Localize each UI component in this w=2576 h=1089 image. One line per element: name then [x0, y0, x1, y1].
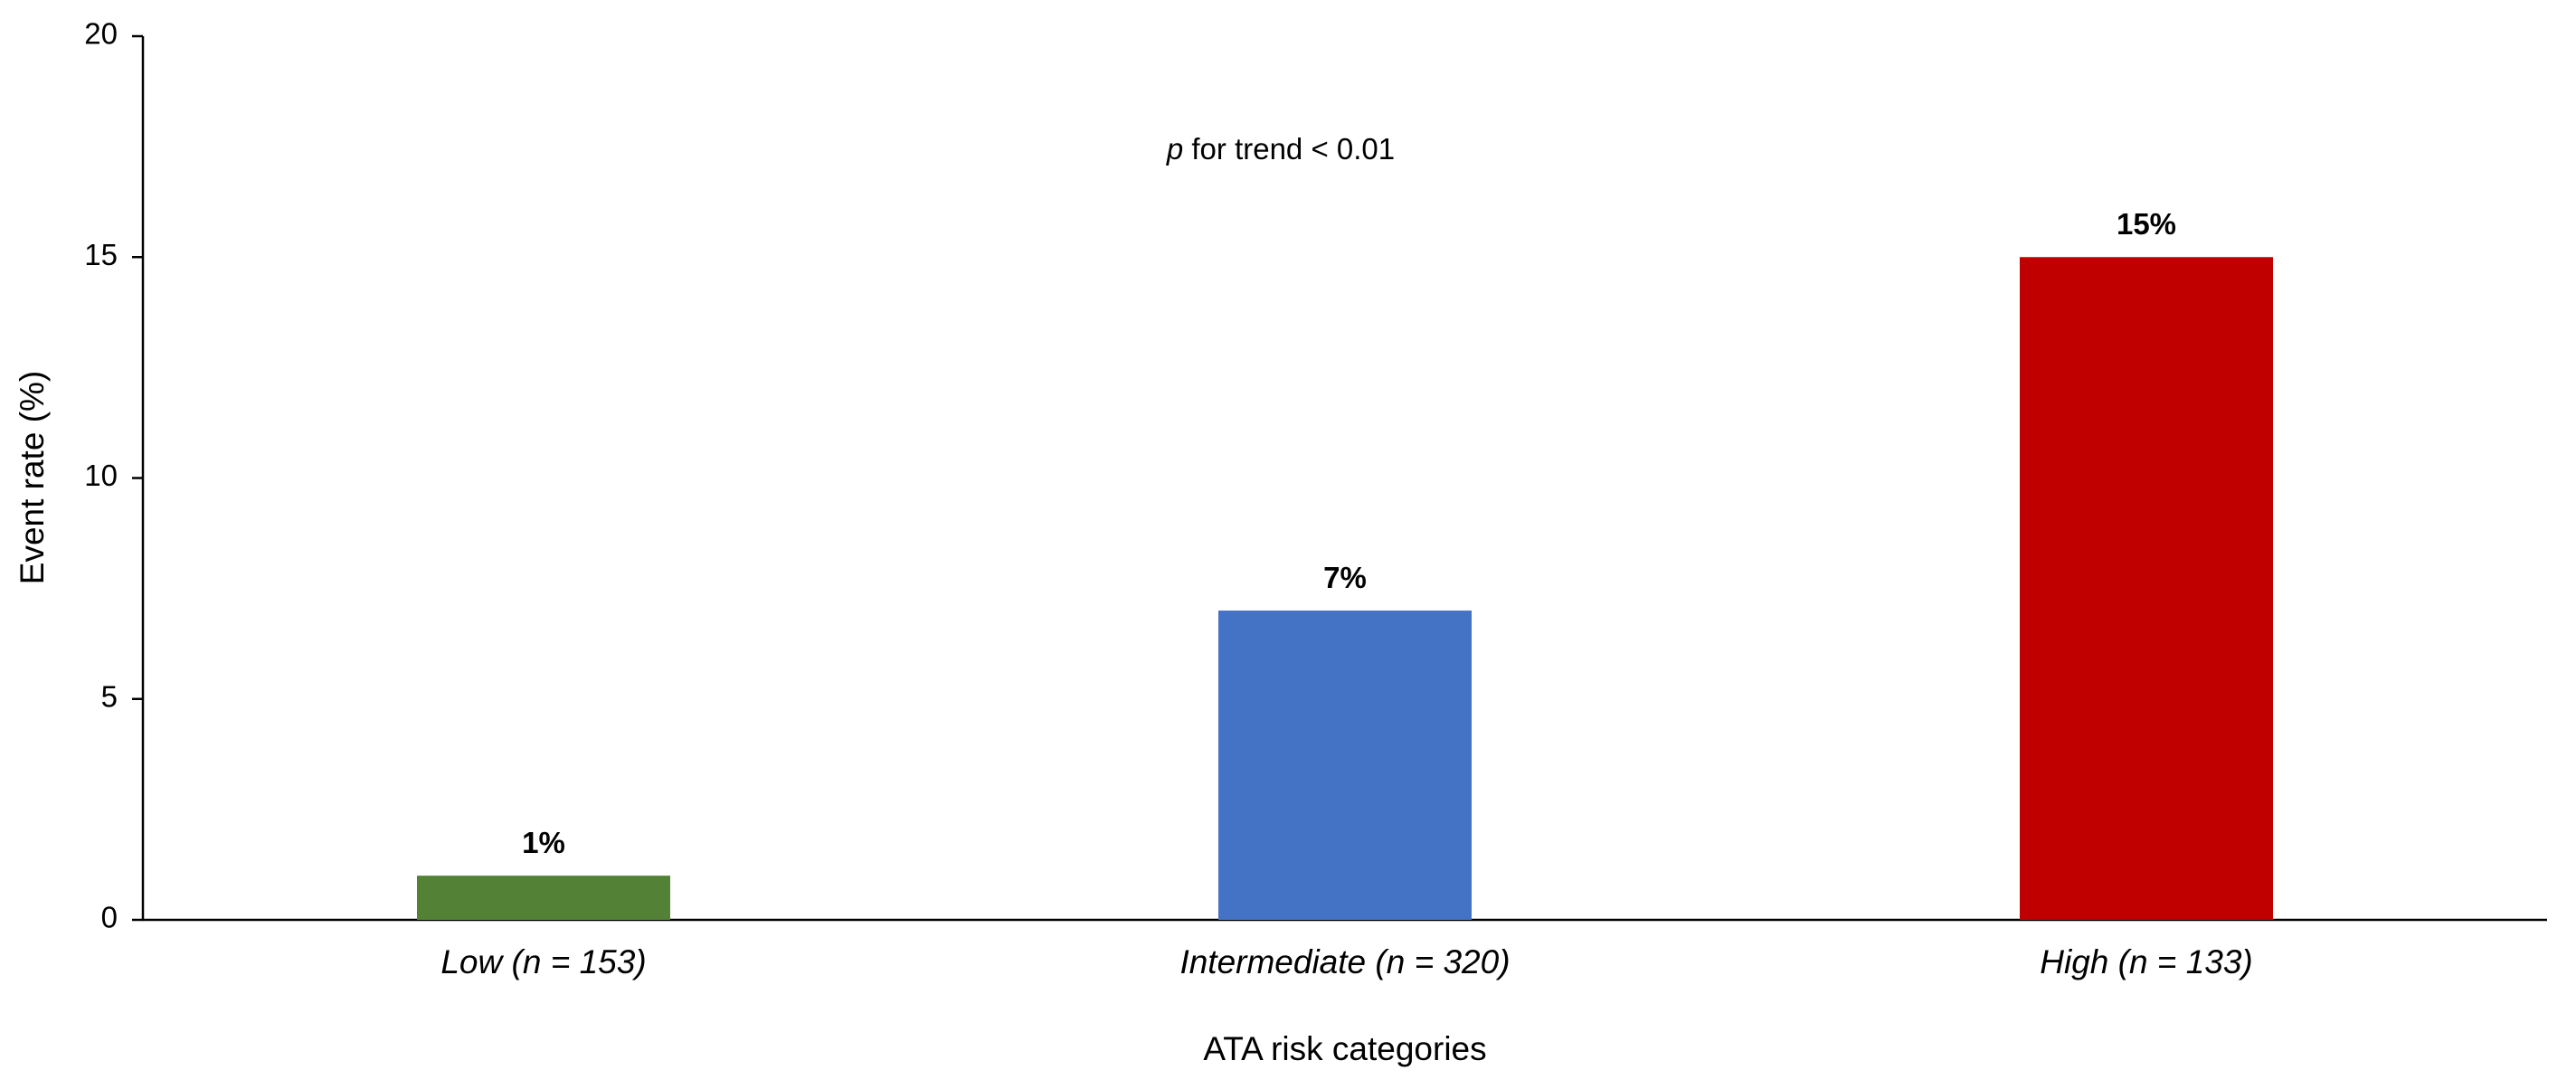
- y-tick-label: 20: [84, 17, 118, 51]
- y-tick-label: 0: [101, 901, 118, 934]
- y-axis-label: Event rate (%): [14, 371, 51, 584]
- bar: [417, 876, 670, 920]
- bar: [2020, 257, 2273, 920]
- value-label: 7%: [1323, 561, 1367, 594]
- annotation-text: for trend < 0.01: [1191, 132, 1395, 166]
- value-label: 15%: [2117, 207, 2176, 241]
- x-axis-label: ATA risk categories: [1203, 1030, 1486, 1067]
- annotation: p for trend < 0.01: [1166, 132, 1395, 166]
- bar: [1218, 611, 1472, 920]
- x-tick-label: Low (n = 153): [440, 943, 646, 980]
- y-tick-label: 5: [101, 679, 118, 713]
- value-label: 1%: [522, 826, 565, 859]
- y-tick-label: 10: [84, 459, 118, 492]
- y-tick-label: 15: [84, 238, 118, 271]
- x-tick-label: Intermediate (n = 320): [1179, 943, 1510, 980]
- x-tick-label: High (n = 133): [2040, 943, 2253, 980]
- annotation-italic: p: [1166, 132, 1183, 166]
